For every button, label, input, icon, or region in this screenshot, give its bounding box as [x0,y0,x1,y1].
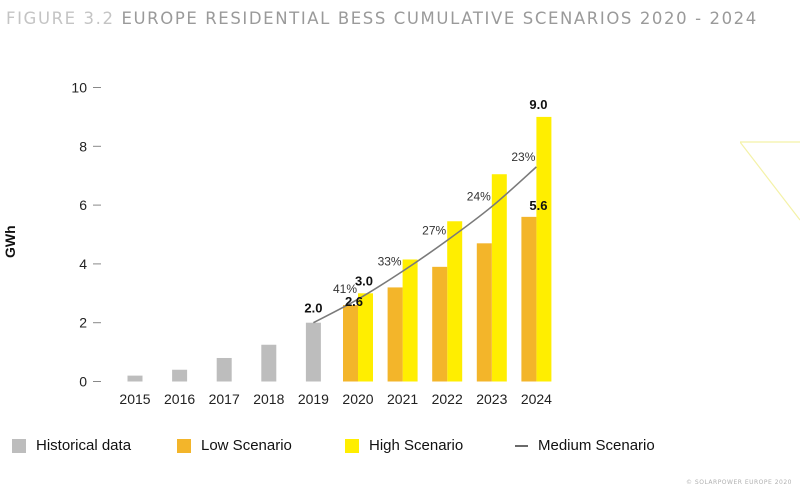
growth-label: 33% [378,254,402,268]
legend-label-historical: Historical data [36,437,132,454]
bar-high-scenario [402,259,418,382]
x-tick-label: 2015 [119,391,150,407]
figure-title: FIGURE 3.2 EUROPE RESIDENTIAL BESS CUMUL… [6,9,758,28]
legend-label-low: Low Scenario [201,437,292,454]
bar-historical [216,357,232,382]
x-tick-label: 2024 [521,391,552,407]
bar-low-scenario [432,266,448,382]
x-tick-label: 2022 [432,391,463,407]
y-tick-label: 10 [71,80,87,96]
x-tick-label: 2019 [298,391,329,407]
x-tick-label: 2023 [476,391,507,407]
value-label: 2.0 [304,301,322,316]
y-tick-label: 0 [79,374,87,390]
legend-item-high: High Scenario [345,437,463,454]
bar-low-scenario [387,287,403,382]
bar-low-scenario [476,243,492,382]
x-tick-label: 2021 [387,391,418,407]
legend-line-medium [515,444,528,447]
growth-label: 27% [422,223,446,237]
legend-item-low: Low Scenario [177,437,292,454]
legend-item-historical: Historical data [12,437,131,454]
legend-label-high: High Scenario [369,437,464,454]
line-medium-scenario [313,166,537,324]
x-tick-label: 2017 [209,391,240,407]
chart-legend: Historical data Low Scenario High Scenar… [12,437,792,459]
x-tick-label: 2018 [253,391,284,407]
x-tick-label: 2016 [164,391,195,407]
bar-high-scenario [536,116,552,382]
y-tick-label: 6 [79,197,87,213]
x-tick-label: 2020 [342,391,373,407]
bess-scenarios-chart: 0 2 4 6 8 10 2015 2016 2017 2018 2019 2020 2021 2022 2… [71,80,552,408]
value-label: 9.0 [529,97,547,112]
bar-high-scenario [358,293,373,382]
bar-historical [261,344,277,382]
bar-low-scenario [521,216,537,382]
value-label: 5.6 [529,198,547,213]
bar-historical [127,375,143,382]
value-label: 2.6 [345,294,363,309]
legend-swatch-high [345,438,359,453]
bar-historical [305,322,321,382]
y-tick-label: 2 [79,315,87,331]
bar-low-scenario [343,305,358,382]
figure-title-text: EUROPE RESIDENTIAL BESS CUMULATIVE SCENA… [121,9,758,28]
growth-label: 41% [333,282,357,296]
legend-swatch-historical [12,438,26,453]
bar-historical [172,369,188,382]
bar-high-scenario [491,174,507,382]
figure-number: FIGURE 3.2 [6,9,115,28]
legend-swatch-low [177,438,191,453]
legend-item-medium: Medium Scenario [515,437,655,454]
growth-label: 24% [467,190,491,204]
bar-high-scenario [447,221,463,382]
y-tick-label: 4 [79,256,87,272]
copyright-notice: © SOLARPOWER EUROPE 2020 [686,479,792,486]
growth-label: 23% [511,150,535,164]
y-tick-label: 8 [79,138,87,154]
legend-label-medium: Medium Scenario [538,437,655,454]
value-label: 3.0 [355,273,373,288]
decorative-chevron [740,141,800,221]
